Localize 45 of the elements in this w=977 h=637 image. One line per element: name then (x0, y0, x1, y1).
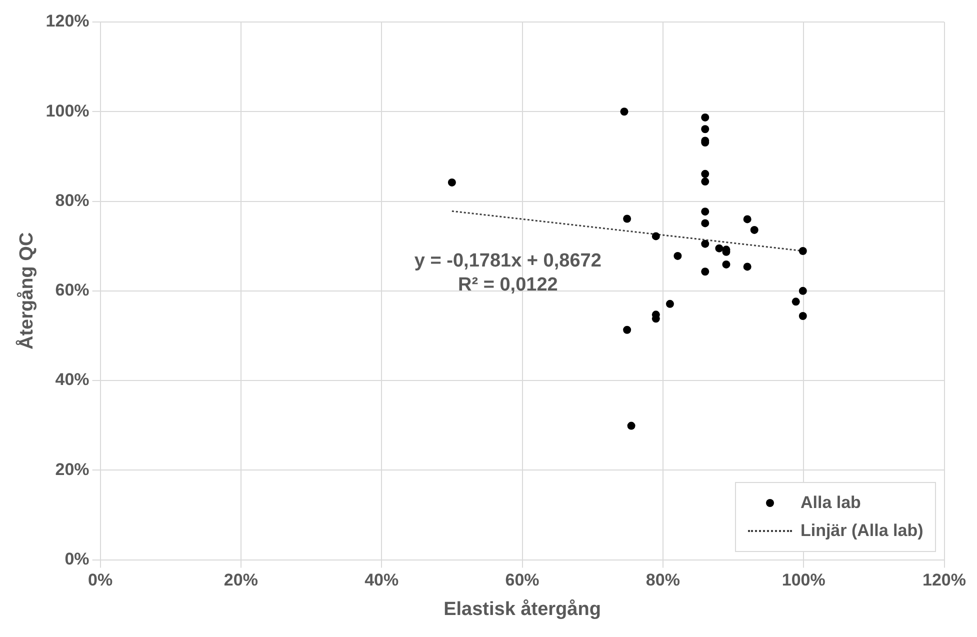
legend-label: Alla lab (800, 492, 861, 514)
y-tick-label: 20% (55, 460, 90, 479)
y-tick-label: 40% (55, 370, 90, 390)
point (666, 300, 674, 308)
point (652, 232, 660, 240)
point (722, 260, 730, 268)
point (743, 262, 752, 271)
point (448, 178, 456, 186)
point (715, 244, 724, 252)
point (750, 226, 758, 234)
point (627, 422, 636, 430)
point (620, 108, 628, 116)
x-tick-label: 40% (364, 570, 399, 590)
x-tick-label: 100% (782, 570, 826, 590)
annotation: R² = 0,0122 (458, 274, 558, 296)
y-tick-label: 80% (55, 190, 90, 210)
y-tick-label: 60% (55, 280, 90, 300)
point (798, 247, 807, 256)
y-tick-label: 120% (46, 12, 90, 31)
y-tick-label: 100% (46, 101, 90, 120)
point (701, 113, 710, 122)
annotation: y = -0,1781x + 0,8672 (414, 250, 602, 272)
x-axis-title: Elastisk återgång (444, 598, 601, 620)
point (701, 125, 710, 134)
point (701, 219, 710, 228)
x-tick-label: 20% (224, 570, 258, 590)
x-tick-label: 60% (505, 570, 540, 590)
point (701, 178, 710, 186)
point (701, 268, 710, 276)
point (798, 286, 807, 295)
x-tick-label: 120% (922, 570, 966, 590)
x-tick-label: 0% (88, 570, 113, 590)
point (701, 208, 710, 216)
y-axis-title: Återgång QC (16, 232, 38, 350)
point (701, 240, 710, 248)
point (623, 326, 632, 334)
point (623, 214, 632, 223)
point (792, 298, 800, 306)
legend-label: Linjär (Alla lab) (800, 520, 924, 542)
y-tick-label: 0% (64, 549, 90, 568)
point (798, 312, 807, 320)
x-tick-label: 80% (646, 570, 680, 590)
point (674, 252, 682, 260)
point (743, 215, 752, 224)
point (701, 170, 710, 178)
